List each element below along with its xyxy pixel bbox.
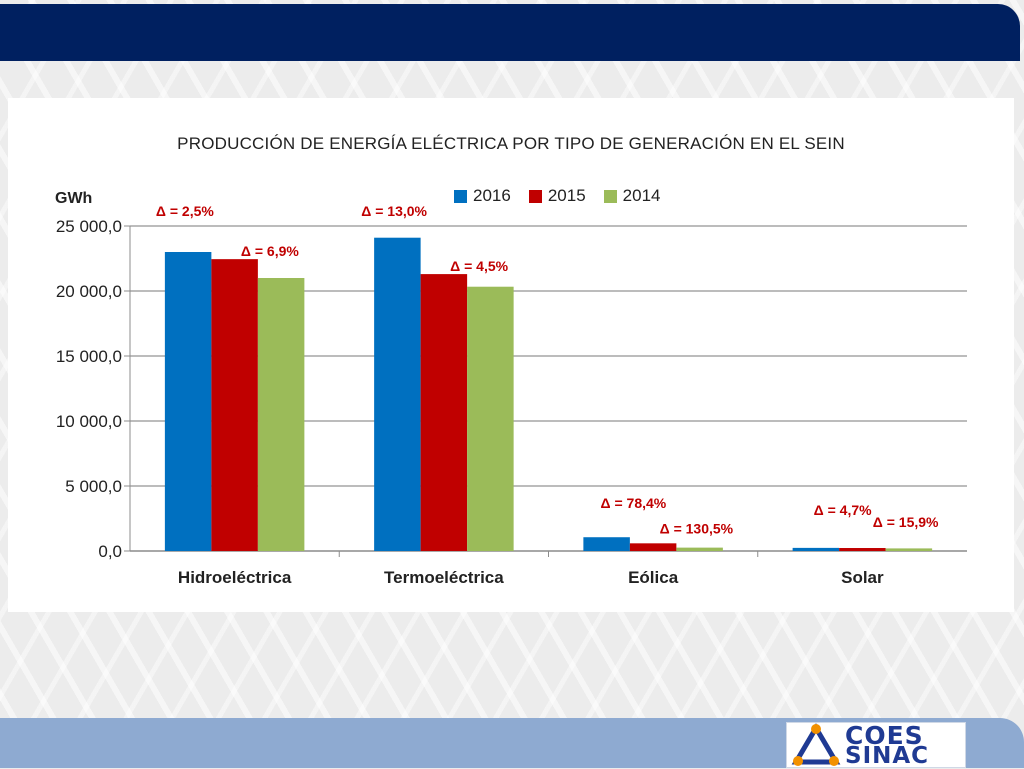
bar-2014 (885, 548, 933, 551)
delta-annotation: Δ = 13,0% (361, 203, 427, 219)
chart-title: PRODUCCIÓN DE ENERGÍA ELÉCTRICA POR TIPO… (177, 134, 845, 153)
x-tick-label: Termoeléctrica (384, 568, 504, 587)
x-tick-label: Hidroeléctrica (178, 568, 292, 587)
y-tick-label: 15 000,0 (56, 347, 122, 366)
bar-2016 (583, 537, 630, 551)
delta-annotation: Δ = 4,5% (450, 258, 508, 274)
delta-annotation: Δ = 2,5% (156, 203, 214, 219)
bar-2015 (420, 274, 468, 551)
y-tick-label: 5 000,0 (65, 477, 122, 496)
chart-legend: 2016 2015 2014 (454, 186, 678, 206)
bar-2015 (629, 543, 677, 551)
y-tick-label: 25 000,0 (56, 217, 122, 236)
y-axis-unit-label: GWh (55, 190, 93, 207)
delta-annotation: Δ = 78,4% (601, 495, 667, 511)
legend-swatch-2015 (528, 189, 542, 203)
legend-label-2015: 2015 (547, 186, 586, 205)
bar-2016 (374, 237, 421, 551)
header-bar (0, 4, 1020, 61)
y-tick-label: 0,0 (98, 542, 122, 561)
legend-swatch-2014 (603, 189, 617, 203)
x-tick-label: Eólica (628, 568, 679, 587)
delta-annotation: Δ = 4,7% (814, 502, 872, 518)
bar-2014 (467, 286, 514, 551)
bar-2014 (257, 278, 305, 551)
y-tick-label: 20 000,0 (56, 282, 122, 301)
logo-triangle-icon (791, 723, 841, 766)
x-tick-label: Solar (841, 568, 884, 587)
bar-2016 (792, 547, 840, 551)
legend-item-2015: 2015 (528, 186, 586, 206)
legend-item-2014: 2014 (603, 186, 661, 206)
legend-swatch-2016 (454, 189, 467, 203)
y-tick-label: 10 000,0 (56, 412, 122, 431)
legend-item-2016: 2016 (454, 186, 511, 206)
bar-chart: 0,0 5 000,0 10 000,0 15 000,0 20 000,0 25 000… (56, 203, 967, 587)
legend-label-2014: 2014 (622, 186, 661, 205)
bar-2015 (211, 259, 258, 551)
logo-text-line2: SINAC (845, 743, 930, 769)
delta-annotation: Δ = 6,9% (241, 243, 299, 259)
bar-2016 (164, 252, 212, 551)
chart-panel: PRODUCCIÓN DE ENERGÍA ELÉCTRICA POR TIPO… (8, 98, 1014, 612)
coes-sinac-logo: COES SINAC (786, 721, 966, 769)
delta-annotation: Δ = 130,5% (660, 520, 734, 536)
bar-2015 (839, 548, 886, 551)
logo-text-line1: COES (845, 721, 924, 750)
legend-label-2016: 2016 (473, 186, 511, 205)
bar-2014 (676, 547, 723, 551)
delta-annotation: Δ = 15,9% (873, 514, 939, 530)
